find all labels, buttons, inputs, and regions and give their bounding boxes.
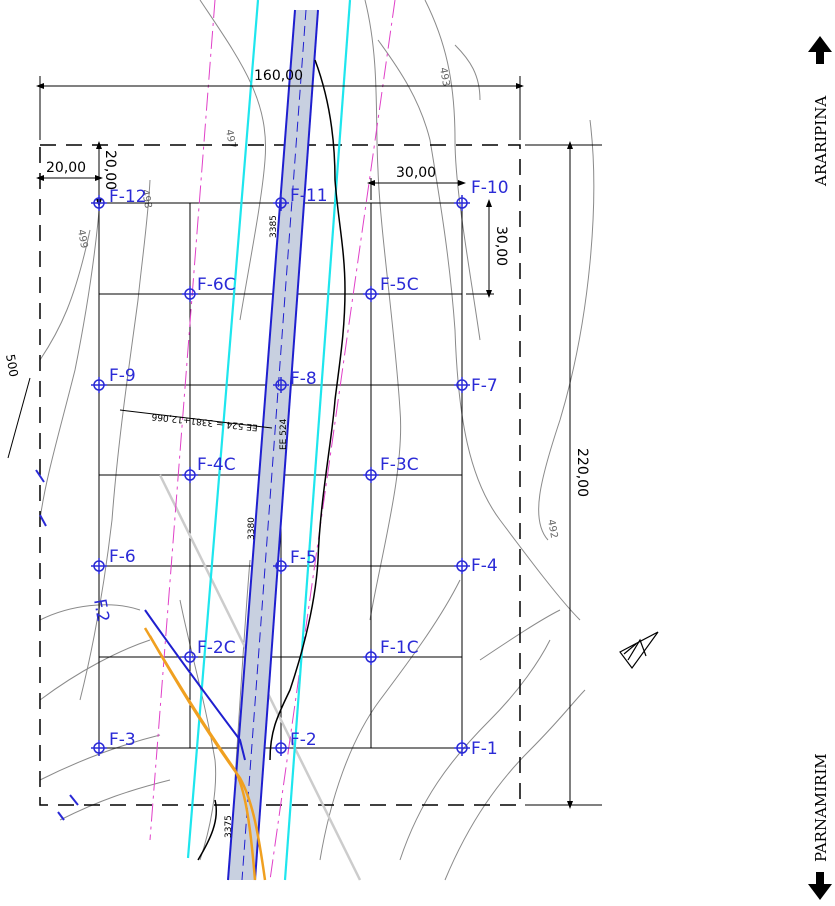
label-f10: F-10	[471, 178, 509, 198]
contour-label-492: 492	[545, 519, 559, 540]
access-road-blue-edge	[144, 609, 246, 761]
marker-f6	[91, 558, 107, 574]
access-road-orange	[143, 627, 267, 881]
label-f9: F-9	[109, 366, 136, 386]
contour-label-498: 498	[139, 189, 153, 210]
label-f3: F-3	[109, 730, 136, 750]
contour-label-493: 493	[437, 67, 451, 88]
marker-f1c	[363, 649, 379, 665]
blue-marks	[35, 469, 79, 821]
direction-north-label: ARARIPINA	[812, 96, 830, 187]
marker-f6c	[182, 286, 198, 302]
label-f2-fragment: F.2	[89, 597, 113, 623]
arrow-up-icon	[808, 36, 832, 64]
label-f11: F-11	[290, 186, 328, 206]
label-f1: F-1	[471, 739, 498, 759]
label-f5: F-5	[290, 548, 317, 568]
label-f6: F-6	[109, 547, 136, 567]
dim-20-vertical: 20,00	[102, 150, 118, 190]
terrain-edge-line-lower	[197, 799, 218, 861]
direction-north: ARARIPINA	[808, 36, 832, 187]
magenta-lines	[149, 0, 396, 881]
label-f4: F-4	[471, 556, 498, 576]
terrain-edge-line	[269, 59, 346, 761]
label-f2c: F-2C	[197, 638, 236, 658]
dim-20-horizontal: 20,00	[46, 160, 86, 176]
label-f7: F-7	[471, 376, 498, 396]
station-ee-note: EE 524 = 3381+12,066	[151, 411, 258, 432]
direction-south-label: PARNAMIRIM	[812, 753, 830, 862]
dim-30-horizontal: 30,00	[396, 165, 436, 181]
direction-south: PARNAMIRIM	[808, 753, 832, 900]
contour-label-499: 499	[75, 229, 89, 250]
dimension-lines	[36, 76, 602, 809]
marker-f2c	[182, 649, 198, 665]
station-ee524: EE 524	[279, 418, 289, 450]
marker-f1	[454, 740, 470, 756]
contour-label-500: 500	[3, 353, 21, 378]
dim-30-vertical: 30,00	[493, 226, 509, 266]
marker-f7	[454, 377, 470, 393]
station-3375: 3375	[224, 815, 234, 838]
marker-f3	[91, 740, 107, 756]
label-f6c: F-6C	[197, 275, 236, 295]
marker-f5	[273, 558, 289, 574]
label-f8: F-8	[290, 369, 317, 389]
north-arrow-symbol	[619, 631, 659, 670]
road-edges	[227, 9, 319, 881]
ee-leader-line	[119, 409, 273, 429]
marker-f10	[454, 195, 470, 211]
station-3385: 3385	[269, 215, 279, 238]
label-f2: F-2	[290, 730, 317, 750]
marker-f4	[454, 558, 470, 574]
dim-160: 160,00	[254, 68, 303, 84]
marker-f8	[273, 377, 289, 393]
road-fill	[228, 10, 318, 880]
survey-markers	[91, 195, 470, 756]
label-f1c: F-1C	[380, 638, 419, 658]
marker-f11	[273, 195, 289, 211]
station-3380: 3380	[247, 517, 257, 540]
label-f3c: F-3C	[380, 455, 419, 475]
label-f4c: F-4C	[197, 455, 236, 475]
arrow-down-icon	[808, 872, 832, 900]
marker-f5c	[363, 286, 379, 302]
contour-label-497: 497	[223, 129, 237, 150]
contour-500-line	[7, 377, 31, 459]
label-f12: F-12	[109, 187, 147, 207]
marker-f4c	[182, 467, 198, 483]
marker-f2	[273, 740, 289, 756]
dim-220: 220,00	[574, 448, 590, 497]
marker-f12	[91, 195, 107, 211]
marker-f9	[91, 377, 107, 393]
label-f5c: F-5C	[380, 275, 419, 295]
marker-f3c	[363, 467, 379, 483]
